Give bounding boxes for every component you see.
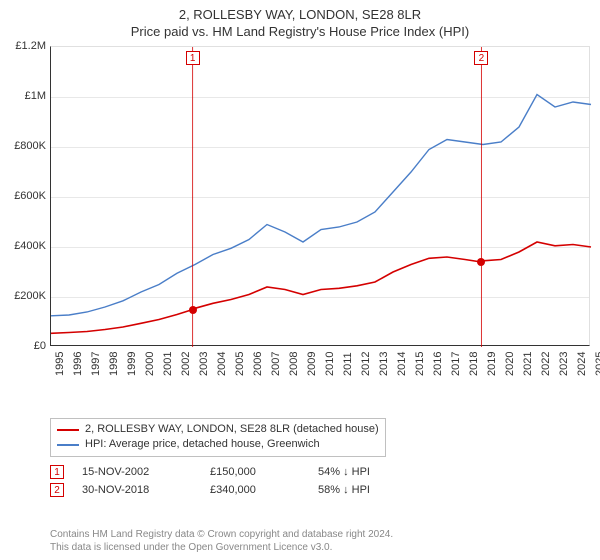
chart: 12 £0£200K£400K£600K£800K£1M£1.2M 199519… xyxy=(50,46,590,376)
legend: 2, ROLLESBY WAY, LONDON, SE28 8LR (detac… xyxy=(50,418,590,501)
marker-number-box: 1 xyxy=(186,51,200,65)
x-axis-ticks: 1995 1996 1997 1998 1999 2000 2001 2002 2003 2004… xyxy=(50,346,590,386)
y-tick-label: £200K xyxy=(2,290,46,302)
x-tick-label: 2021 xyxy=(522,352,534,376)
transaction-marker-icon: 2 xyxy=(50,483,64,497)
legend-label: HPI: Average price, detached house, Gree… xyxy=(85,437,320,452)
x-tick-label: 2012 xyxy=(360,352,372,376)
y-tick-label: £1.2M xyxy=(2,40,46,52)
transactions-table: 1 15-NOV-2002 £150,000 54% ↓ HPI 2 30-NO… xyxy=(50,465,590,497)
legend-series-box: 2, ROLLESBY WAY, LONDON, SE28 8LR (detac… xyxy=(50,418,386,457)
transaction-diff: 54% ↓ HPI xyxy=(318,466,418,478)
transaction-diff: 58% ↓ HPI xyxy=(318,484,418,496)
legend-swatch xyxy=(57,429,79,431)
plot-area: 12 xyxy=(50,46,590,346)
x-tick-label: 2020 xyxy=(504,352,516,376)
chart-subtitle: Price paid vs. HM Land Registry's House … xyxy=(0,24,600,39)
transaction-date: 30-NOV-2018 xyxy=(82,484,192,496)
x-tick-label: 2014 xyxy=(396,352,408,376)
x-tick-label: 2010 xyxy=(324,352,336,376)
x-tick-label: 2013 xyxy=(378,352,390,376)
legend-label: 2, ROLLESBY WAY, LONDON, SE28 8LR (detac… xyxy=(85,422,379,437)
transaction-row: 2 30-NOV-2018 £340,000 58% ↓ HPI xyxy=(50,483,590,497)
x-tick-label: 2002 xyxy=(180,352,192,376)
transaction-price: £340,000 xyxy=(210,484,300,496)
legend-item: HPI: Average price, detached house, Gree… xyxy=(57,437,379,452)
x-tick-label: 2025 xyxy=(594,352,600,376)
x-tick-label: 1999 xyxy=(126,352,138,376)
transaction-marker-icon: 1 xyxy=(50,465,64,479)
marker-dot xyxy=(189,306,197,314)
footnote-line: Contains HM Land Registry data © Crown c… xyxy=(50,528,393,541)
x-tick-label: 2003 xyxy=(198,352,210,376)
marker-number-box: 2 xyxy=(474,51,488,65)
footnote-line: This data is licensed under the Open Gov… xyxy=(50,541,393,554)
x-tick-label: 2018 xyxy=(468,352,480,376)
x-tick-label: 2017 xyxy=(450,352,462,376)
x-tick-label: 2023 xyxy=(558,352,570,376)
x-tick-label: 2019 xyxy=(486,352,498,376)
y-tick-label: £600K xyxy=(2,190,46,202)
transaction-date: 15-NOV-2002 xyxy=(82,466,192,478)
x-tick-label: 2009 xyxy=(306,352,318,376)
x-tick-label: 2000 xyxy=(144,352,156,376)
series-line-price_paid xyxy=(51,242,591,333)
x-tick-label: 1995 xyxy=(54,352,66,376)
y-tick-label: £0 xyxy=(2,340,46,352)
page: 2, ROLLESBY WAY, LONDON, SE28 8LR Price … xyxy=(0,0,600,560)
x-tick-label: 2005 xyxy=(234,352,246,376)
legend-item: 2, ROLLESBY WAY, LONDON, SE28 8LR (detac… xyxy=(57,422,379,437)
chart-title: 2, ROLLESBY WAY, LONDON, SE28 8LR xyxy=(0,0,600,24)
x-tick-label: 2016 xyxy=(432,352,444,376)
marker-dot xyxy=(477,258,485,266)
footnote: Contains HM Land Registry data © Crown c… xyxy=(50,528,393,554)
chart-lines xyxy=(51,47,591,347)
x-tick-label: 1997 xyxy=(90,352,102,376)
x-tick-label: 1996 xyxy=(72,352,84,376)
x-tick-label: 2011 xyxy=(342,352,354,376)
transaction-row: 1 15-NOV-2002 £150,000 54% ↓ HPI xyxy=(50,465,590,479)
x-tick-label: 2022 xyxy=(540,352,552,376)
y-tick-label: £1M xyxy=(2,90,46,102)
x-tick-label: 2024 xyxy=(576,352,588,376)
transaction-price: £150,000 xyxy=(210,466,300,478)
x-tick-label: 2001 xyxy=(162,352,174,376)
series-line-hpi xyxy=(51,95,591,316)
x-tick-label: 2015 xyxy=(414,352,426,376)
x-tick-label: 2004 xyxy=(216,352,228,376)
x-tick-label: 2006 xyxy=(252,352,264,376)
x-tick-label: 2007 xyxy=(270,352,282,376)
y-tick-label: £400K xyxy=(2,240,46,252)
x-tick-label: 2008 xyxy=(288,352,300,376)
y-tick-label: £800K xyxy=(2,140,46,152)
x-tick-label: 1998 xyxy=(108,352,120,376)
legend-swatch xyxy=(57,444,79,446)
